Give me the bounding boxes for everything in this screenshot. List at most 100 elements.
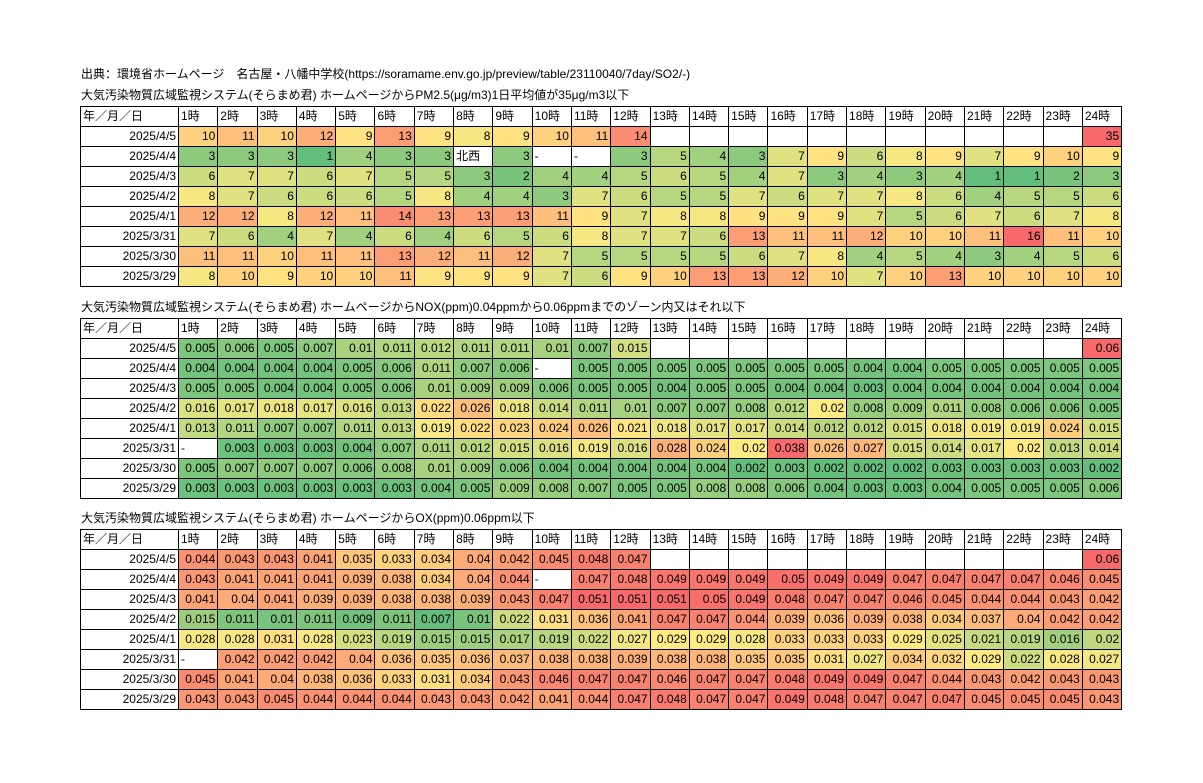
data-cell: 0.043 xyxy=(217,689,258,710)
data-cell: 0.047 xyxy=(688,609,730,630)
hour-header: 9時 xyxy=(492,318,533,339)
data-cell: 0.041 xyxy=(531,689,572,710)
data-cell: 0.039 xyxy=(335,569,376,590)
data-cell: 0.036 xyxy=(374,649,415,670)
hour-header: 23時 xyxy=(1042,106,1083,127)
table-row: 2025/4/3 0.041 0.04 0.041 0.039 0.039 0.038 0.0… xyxy=(80,589,1123,610)
hour-header: 14時 xyxy=(688,106,730,127)
data-cell: 6 xyxy=(767,186,808,207)
hour-header: 4時 xyxy=(295,318,337,339)
data-cell: 0.042 xyxy=(217,649,258,670)
data-cell xyxy=(649,126,690,147)
data-cell: 5 xyxy=(688,246,730,267)
data-cell: 0.006 xyxy=(374,378,415,399)
data-cell: 0.049 xyxy=(767,689,808,710)
data-cell: 7 xyxy=(335,166,376,187)
data-cell: 0.027 xyxy=(610,629,651,650)
hour-header: 22時 xyxy=(1003,106,1044,127)
data-cell: 11 xyxy=(767,226,808,247)
data-cell: 5 xyxy=(649,146,690,167)
data-cell: 11 xyxy=(963,226,1005,247)
data-cell: 0.002 xyxy=(1081,458,1123,479)
data-cell: 0.031 xyxy=(806,649,848,670)
data-cell: 0.008 xyxy=(374,458,415,479)
data-cell: 6 xyxy=(570,266,612,287)
table-row: 2025/4/4 3 3 3 1 4 3 3 北西 3- -3 5 4 3 7 9 6 8 9 7 9 10 9 xyxy=(80,146,1123,167)
data-cell: 0.023 xyxy=(335,629,376,650)
data-cell: 0.041 xyxy=(295,569,337,590)
data-cell: 0.004 xyxy=(295,358,337,379)
data-cell: 10 xyxy=(649,266,690,287)
data-cell: 0.037 xyxy=(963,609,1005,630)
data-cell: 11 xyxy=(570,126,612,147)
data-cell xyxy=(806,338,848,359)
data-cell: 0.043 xyxy=(492,589,533,610)
data-cell: 0.044 xyxy=(963,589,1005,610)
hour-header: 22時 xyxy=(1003,318,1044,339)
data-cell: 0.006 xyxy=(767,478,808,499)
data-cell: 0.003 xyxy=(1042,458,1083,479)
data-cell: 10 xyxy=(256,126,297,147)
data-cell xyxy=(767,549,808,570)
hour-header: 21時 xyxy=(963,106,1005,127)
data-cell: 0.043 xyxy=(492,669,533,690)
data-cell: 6 xyxy=(924,186,965,207)
data-cell: 0.038 xyxy=(688,649,730,670)
data-cell: 9 xyxy=(413,126,455,147)
data-cell: 0.008 xyxy=(728,398,769,419)
data-cell: 0.003 xyxy=(846,478,887,499)
data-cell: 0.019 xyxy=(374,629,415,650)
hour-header: 15時 xyxy=(728,106,769,127)
data-cell: 0.046 xyxy=(885,589,926,610)
data-cell: 7 xyxy=(846,206,887,227)
hour-header: 1時 xyxy=(177,106,219,127)
table-row: 2025/4/1 0.028 0.028 0.031 0.028 0.023 0.019 0.… xyxy=(80,629,1123,650)
data-cell: 0.005 xyxy=(767,358,808,379)
data-cell: 0.024 xyxy=(531,418,572,439)
data-cell: 0.041 xyxy=(295,549,337,570)
data-cell: 0.029 xyxy=(885,629,926,650)
data-cell: 北西 xyxy=(453,146,494,167)
limit-cell: 0.06 xyxy=(1081,549,1123,570)
table-row: 2025/3/31 7 6 4 7 4 6 4 6 5 6 8 7 7 6 13 11 11 12 10 10 11 16 1… xyxy=(80,226,1123,247)
data-cell: 0.034 xyxy=(413,569,455,590)
table-row: 2025/4/4 0.004 0.004 0.004 0.004 0.005 0.006 0.… xyxy=(80,358,1123,379)
data-cell: 0.043 xyxy=(1042,589,1083,610)
data-cell: 0.042 xyxy=(1042,609,1083,630)
hour-header: 20時 xyxy=(924,318,965,339)
ox-table: 年／月／日 1時 2時 3時 4時 5時 6時 7時 8時 9時 10時 11時 12時 13時 14時 15… xyxy=(80,529,1123,710)
data-cell xyxy=(885,549,926,570)
data-cell: 0.005 xyxy=(688,358,730,379)
row-date: 2025/4/5 xyxy=(80,126,179,147)
data-cell: 0.048 xyxy=(610,569,651,590)
data-cell: 0.035 xyxy=(413,649,455,670)
data-cell: 10 xyxy=(1042,266,1083,287)
data-cell: 0.016 xyxy=(335,398,376,419)
data-cell: 0.027 xyxy=(846,438,887,459)
data-cell: 0.033 xyxy=(767,629,808,650)
data-cell: 0.038 xyxy=(374,569,415,590)
hour-header: 19時 xyxy=(885,318,926,339)
data-cell: 0.047 xyxy=(924,569,965,590)
data-cell: 0.028 xyxy=(217,629,258,650)
table-row: 2025/4/5 0.005 0.006 0.005 0.007 0.01 0.011 0.0… xyxy=(80,338,1123,359)
data-cell: 0.004 xyxy=(335,438,376,459)
data-cell xyxy=(846,549,887,570)
data-cell: 0.003 xyxy=(177,478,219,499)
data-cell: 0.005 xyxy=(1042,358,1083,379)
row-date: 2025/4/4 xyxy=(80,358,179,379)
row-date: 2025/3/31 xyxy=(80,649,179,670)
data-cell: 0.004 xyxy=(570,458,612,479)
data-cell: 0.01 xyxy=(335,338,376,359)
data-cell: 0.01 xyxy=(413,458,455,479)
data-cell: 0.047 xyxy=(885,689,926,710)
data-cell: 0.005 xyxy=(335,378,376,399)
data-cell: 0.028 xyxy=(728,629,769,650)
data-cell: 0.047 xyxy=(610,669,651,690)
hour-header: 10時 xyxy=(531,106,572,127)
hour-header: 3時 xyxy=(256,318,297,339)
data-cell: 0.019 xyxy=(531,629,572,650)
data-cell: 0.051 xyxy=(649,589,690,610)
data-cell: 0.004 xyxy=(846,358,887,379)
data-cell xyxy=(649,338,690,359)
